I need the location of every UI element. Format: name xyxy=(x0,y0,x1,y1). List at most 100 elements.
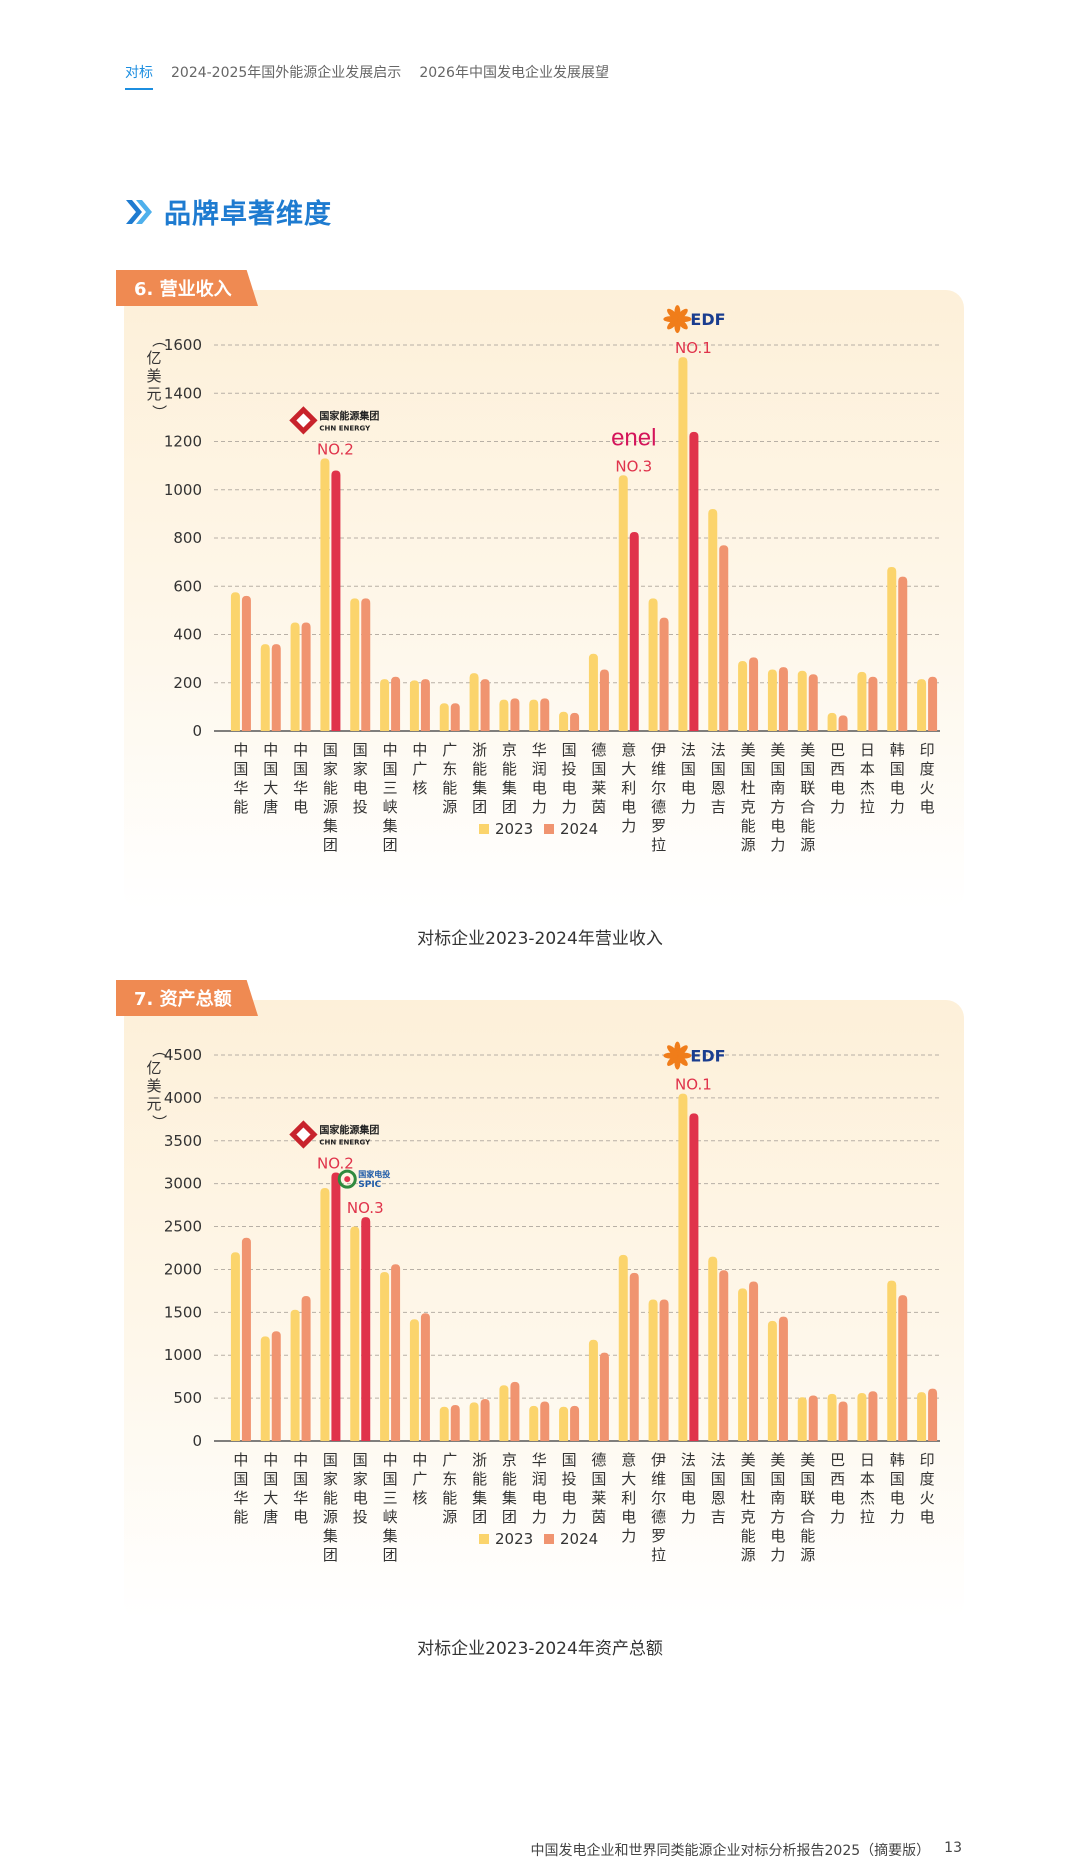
assets-category-label: 吉 xyxy=(711,1508,726,1526)
spic-logo-text: 国家电投 xyxy=(358,1169,390,1179)
revenue-category-label: 源 xyxy=(741,836,756,854)
assets-category-group: 国家能源集团 xyxy=(320,1172,341,1564)
assets-category-label: 源 xyxy=(323,1508,338,1526)
assets-category-label: 家 xyxy=(353,1470,368,1488)
assets-category-label: 华 xyxy=(293,1489,308,1507)
section-heading: 品牌卓著维度 xyxy=(124,192,332,231)
assets-category-label: 能 xyxy=(323,1489,338,1507)
revenue-bar-2023 xyxy=(290,622,300,731)
revenue-category-label: 国 xyxy=(233,760,248,778)
assets-bar-2023 xyxy=(678,1093,688,1441)
chn-energy-logo-subtext: CHN ENERGY xyxy=(319,1139,371,1147)
revenue-category-label: 力 xyxy=(532,798,547,816)
revenue-chart: 02004006008001000120014001600（亿美元）中国华能中国… xyxy=(146,305,940,854)
assets-category-label: 电 xyxy=(293,1508,308,1526)
revenue-legend-label-2024: 2024 xyxy=(560,820,598,838)
revenue-category-label: 家 xyxy=(353,760,368,778)
assets-category-label: 意 xyxy=(621,1451,636,1469)
assets-bar-2024 xyxy=(808,1395,818,1441)
assets-category-label: 团 xyxy=(323,1546,338,1564)
revenue-category-label: 杰 xyxy=(860,779,875,797)
revenue-bar-2023 xyxy=(559,711,569,731)
assets-bar-2023 xyxy=(887,1280,897,1441)
revenue-bar-2024 xyxy=(928,676,938,731)
revenue-rank-label: NO.1 xyxy=(675,339,712,357)
assets-bar-2024 xyxy=(838,1401,848,1441)
assets-category-label: 电 xyxy=(353,1489,368,1507)
assets-bar-2024 xyxy=(689,1113,699,1441)
assets-bar-2023 xyxy=(648,1299,658,1441)
assets-rank-label: NO.3 xyxy=(347,1199,384,1217)
revenue-logo-enel: enel xyxy=(611,424,656,451)
revenue-category-group: 国家能源集团 xyxy=(320,458,341,854)
revenue-caption: 对标企业2023-2024年营业收入 xyxy=(417,929,663,949)
assets-category-label: 美 xyxy=(800,1451,815,1469)
revenue-category-label: 核 xyxy=(412,779,427,797)
chn-energy-logo-icon xyxy=(289,406,318,435)
assets-rank-label: NO.2 xyxy=(317,1155,354,1173)
revenue-category-label: 国 xyxy=(353,741,368,759)
chn-energy-logo-subtext: CHN ENERGY xyxy=(319,424,371,432)
assets-category-label: 杜 xyxy=(741,1489,756,1507)
revenue-category-label: 南 xyxy=(770,779,785,797)
assets-category-label: 能 xyxy=(442,1489,457,1507)
assets-category-label: 力 xyxy=(830,1508,845,1526)
assets-category-group: 中广核 xyxy=(409,1313,430,1507)
assets-category-label: 电 xyxy=(920,1508,935,1526)
revenue-logo-edf: EDF xyxy=(663,305,726,334)
assets-category-label: 能 xyxy=(233,1508,248,1526)
revenue-category-label: 电 xyxy=(621,798,636,816)
revenue-category-label: 国 xyxy=(263,760,278,778)
revenue-bar-2023 xyxy=(738,661,748,731)
revenue-category-label: 吉 xyxy=(711,798,726,816)
nav-item-benchmark[interactable]: 对标 xyxy=(125,62,153,90)
assets-category-label: 电 xyxy=(532,1489,547,1507)
assets-bar-2023 xyxy=(827,1393,837,1441)
assets-category-label: 电 xyxy=(681,1489,696,1507)
assets-category-label: 浙 xyxy=(472,1451,487,1469)
revenue-category-label: 电 xyxy=(830,779,845,797)
assets-category-label: 广 xyxy=(412,1470,427,1488)
revenue-category-label: 力 xyxy=(621,817,636,835)
revenue-bar-2024 xyxy=(689,431,699,731)
assets-ytick-label: 2500 xyxy=(164,1218,202,1236)
revenue-category-label: 源 xyxy=(442,798,457,816)
revenue-category-label: 美 xyxy=(800,741,815,759)
revenue-bar-2023 xyxy=(887,566,897,731)
assets-category-label: 京 xyxy=(502,1451,517,1469)
assets-bar-2023 xyxy=(350,1226,360,1441)
revenue-category-label: 中 xyxy=(263,741,278,759)
assets-category-label: 合 xyxy=(800,1508,815,1526)
assets-logo-chn: 国家能源集团 CHN ENERGY xyxy=(289,1120,379,1149)
assets-category-label: 能 xyxy=(502,1470,517,1488)
revenue-category-group: 国家电投 xyxy=(350,598,371,816)
assets-category-label: 华 xyxy=(233,1489,248,1507)
nav-item-outlook[interactable]: 2026年中国发电企业发展展望 xyxy=(419,65,609,81)
assets-bar-2023 xyxy=(797,1397,807,1441)
assets-bar-2024 xyxy=(271,1331,281,1441)
revenue-bar-2024 xyxy=(749,657,759,731)
revenue-logo-chn: 国家能源集团 CHN ENERGY xyxy=(289,406,379,435)
assets-category-label: 联 xyxy=(800,1489,815,1507)
revenue-bar-2024 xyxy=(659,617,669,731)
revenue-y-unit-char: ） xyxy=(150,404,168,419)
assets-caption: 对标企业2023-2024年资产总额 xyxy=(417,1639,663,1659)
nav-item-foreign-insights[interactable]: 2024-2025年国外能源企业发展启示 xyxy=(171,65,402,81)
revenue-category-label: 德 xyxy=(591,741,606,759)
assets-bar-2023 xyxy=(618,1254,628,1441)
revenue-category-label: 利 xyxy=(621,779,636,797)
revenue-bar-2023 xyxy=(230,592,240,731)
revenue-category-label: 意 xyxy=(621,741,636,759)
revenue-category-label: 力 xyxy=(681,798,696,816)
assets-category-label: 中 xyxy=(293,1451,308,1469)
revenue-category-label: 本 xyxy=(860,760,875,778)
assets-bar-2024 xyxy=(480,1398,490,1441)
assets-category-label: 源 xyxy=(800,1546,815,1564)
